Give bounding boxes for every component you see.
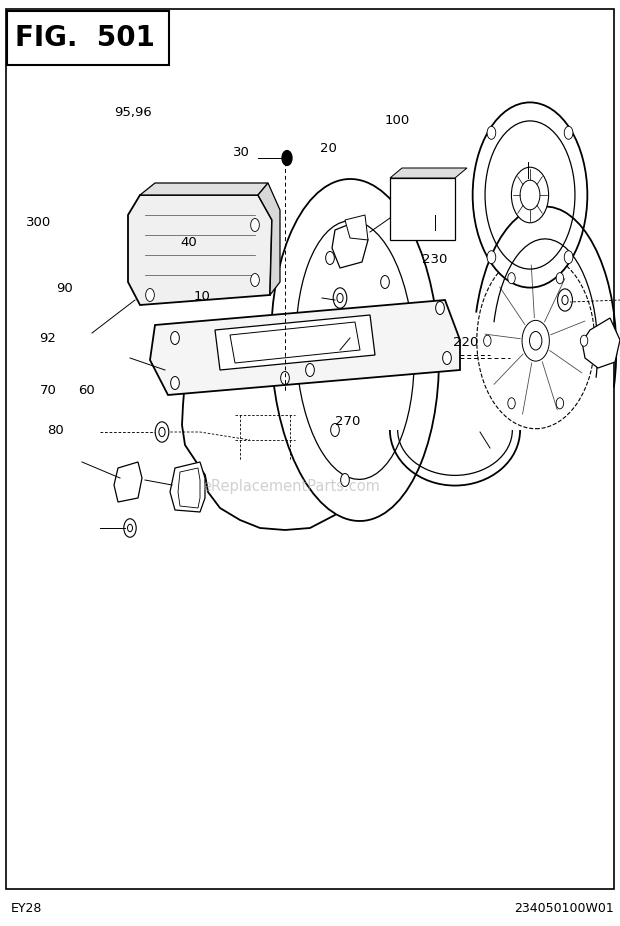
- Polygon shape: [390, 168, 467, 178]
- Text: 95,96: 95,96: [114, 106, 152, 119]
- Polygon shape: [258, 183, 280, 295]
- Text: 270: 270: [335, 415, 360, 428]
- Circle shape: [306, 364, 314, 377]
- Polygon shape: [140, 183, 268, 195]
- Circle shape: [337, 294, 343, 303]
- Circle shape: [487, 251, 496, 264]
- Text: 220: 220: [453, 336, 478, 349]
- Text: 80: 80: [47, 424, 64, 437]
- Polygon shape: [170, 462, 205, 512]
- Ellipse shape: [485, 121, 575, 269]
- Circle shape: [155, 422, 169, 443]
- Circle shape: [330, 423, 339, 436]
- Text: 10: 10: [194, 290, 211, 303]
- Polygon shape: [390, 178, 455, 240]
- Ellipse shape: [472, 103, 587, 288]
- Text: EY28: EY28: [11, 902, 43, 915]
- Circle shape: [557, 289, 572, 311]
- Circle shape: [282, 151, 292, 166]
- Circle shape: [562, 295, 568, 305]
- Text: 60: 60: [78, 384, 95, 397]
- Circle shape: [333, 288, 347, 308]
- Circle shape: [484, 335, 491, 346]
- Polygon shape: [230, 322, 360, 363]
- Circle shape: [512, 168, 549, 223]
- Polygon shape: [128, 195, 272, 305]
- Circle shape: [522, 320, 549, 361]
- Circle shape: [508, 272, 515, 283]
- Circle shape: [170, 377, 179, 390]
- Polygon shape: [215, 315, 375, 370]
- Circle shape: [564, 126, 573, 139]
- Polygon shape: [150, 300, 460, 395]
- Circle shape: [436, 302, 445, 315]
- Text: 90: 90: [56, 282, 73, 295]
- Text: 92: 92: [39, 332, 56, 345]
- Text: 100: 100: [384, 114, 409, 127]
- Text: eReplacementParts.com: eReplacementParts.com: [203, 479, 380, 494]
- Circle shape: [326, 252, 334, 265]
- Circle shape: [170, 332, 179, 344]
- Circle shape: [159, 428, 165, 437]
- Ellipse shape: [271, 179, 439, 521]
- Polygon shape: [332, 220, 368, 268]
- Circle shape: [146, 289, 154, 302]
- Circle shape: [556, 398, 564, 409]
- Circle shape: [520, 181, 540, 210]
- Circle shape: [381, 276, 389, 289]
- Circle shape: [340, 473, 349, 486]
- Text: 70: 70: [40, 384, 57, 397]
- Text: 300: 300: [25, 216, 51, 229]
- Polygon shape: [114, 462, 142, 502]
- Circle shape: [477, 253, 595, 429]
- Circle shape: [564, 251, 573, 264]
- Circle shape: [443, 352, 451, 365]
- Polygon shape: [582, 318, 620, 368]
- Text: 20: 20: [320, 142, 337, 155]
- Text: 230: 230: [422, 253, 447, 266]
- Bar: [7, 11, 169, 65]
- Polygon shape: [178, 468, 200, 508]
- Polygon shape: [182, 365, 400, 530]
- Circle shape: [250, 273, 259, 286]
- Circle shape: [508, 398, 515, 409]
- Circle shape: [281, 371, 290, 384]
- Polygon shape: [345, 215, 368, 240]
- Text: 234050100W01: 234050100W01: [514, 902, 614, 915]
- Circle shape: [580, 335, 588, 346]
- Circle shape: [250, 219, 259, 232]
- Circle shape: [124, 519, 136, 537]
- Text: FIG.  501: FIG. 501: [15, 24, 155, 52]
- Ellipse shape: [296, 220, 414, 480]
- Text: 30: 30: [233, 146, 250, 159]
- Text: 40: 40: [180, 236, 197, 249]
- Circle shape: [487, 126, 496, 139]
- Circle shape: [128, 524, 133, 532]
- Circle shape: [556, 272, 564, 283]
- Circle shape: [529, 332, 542, 350]
